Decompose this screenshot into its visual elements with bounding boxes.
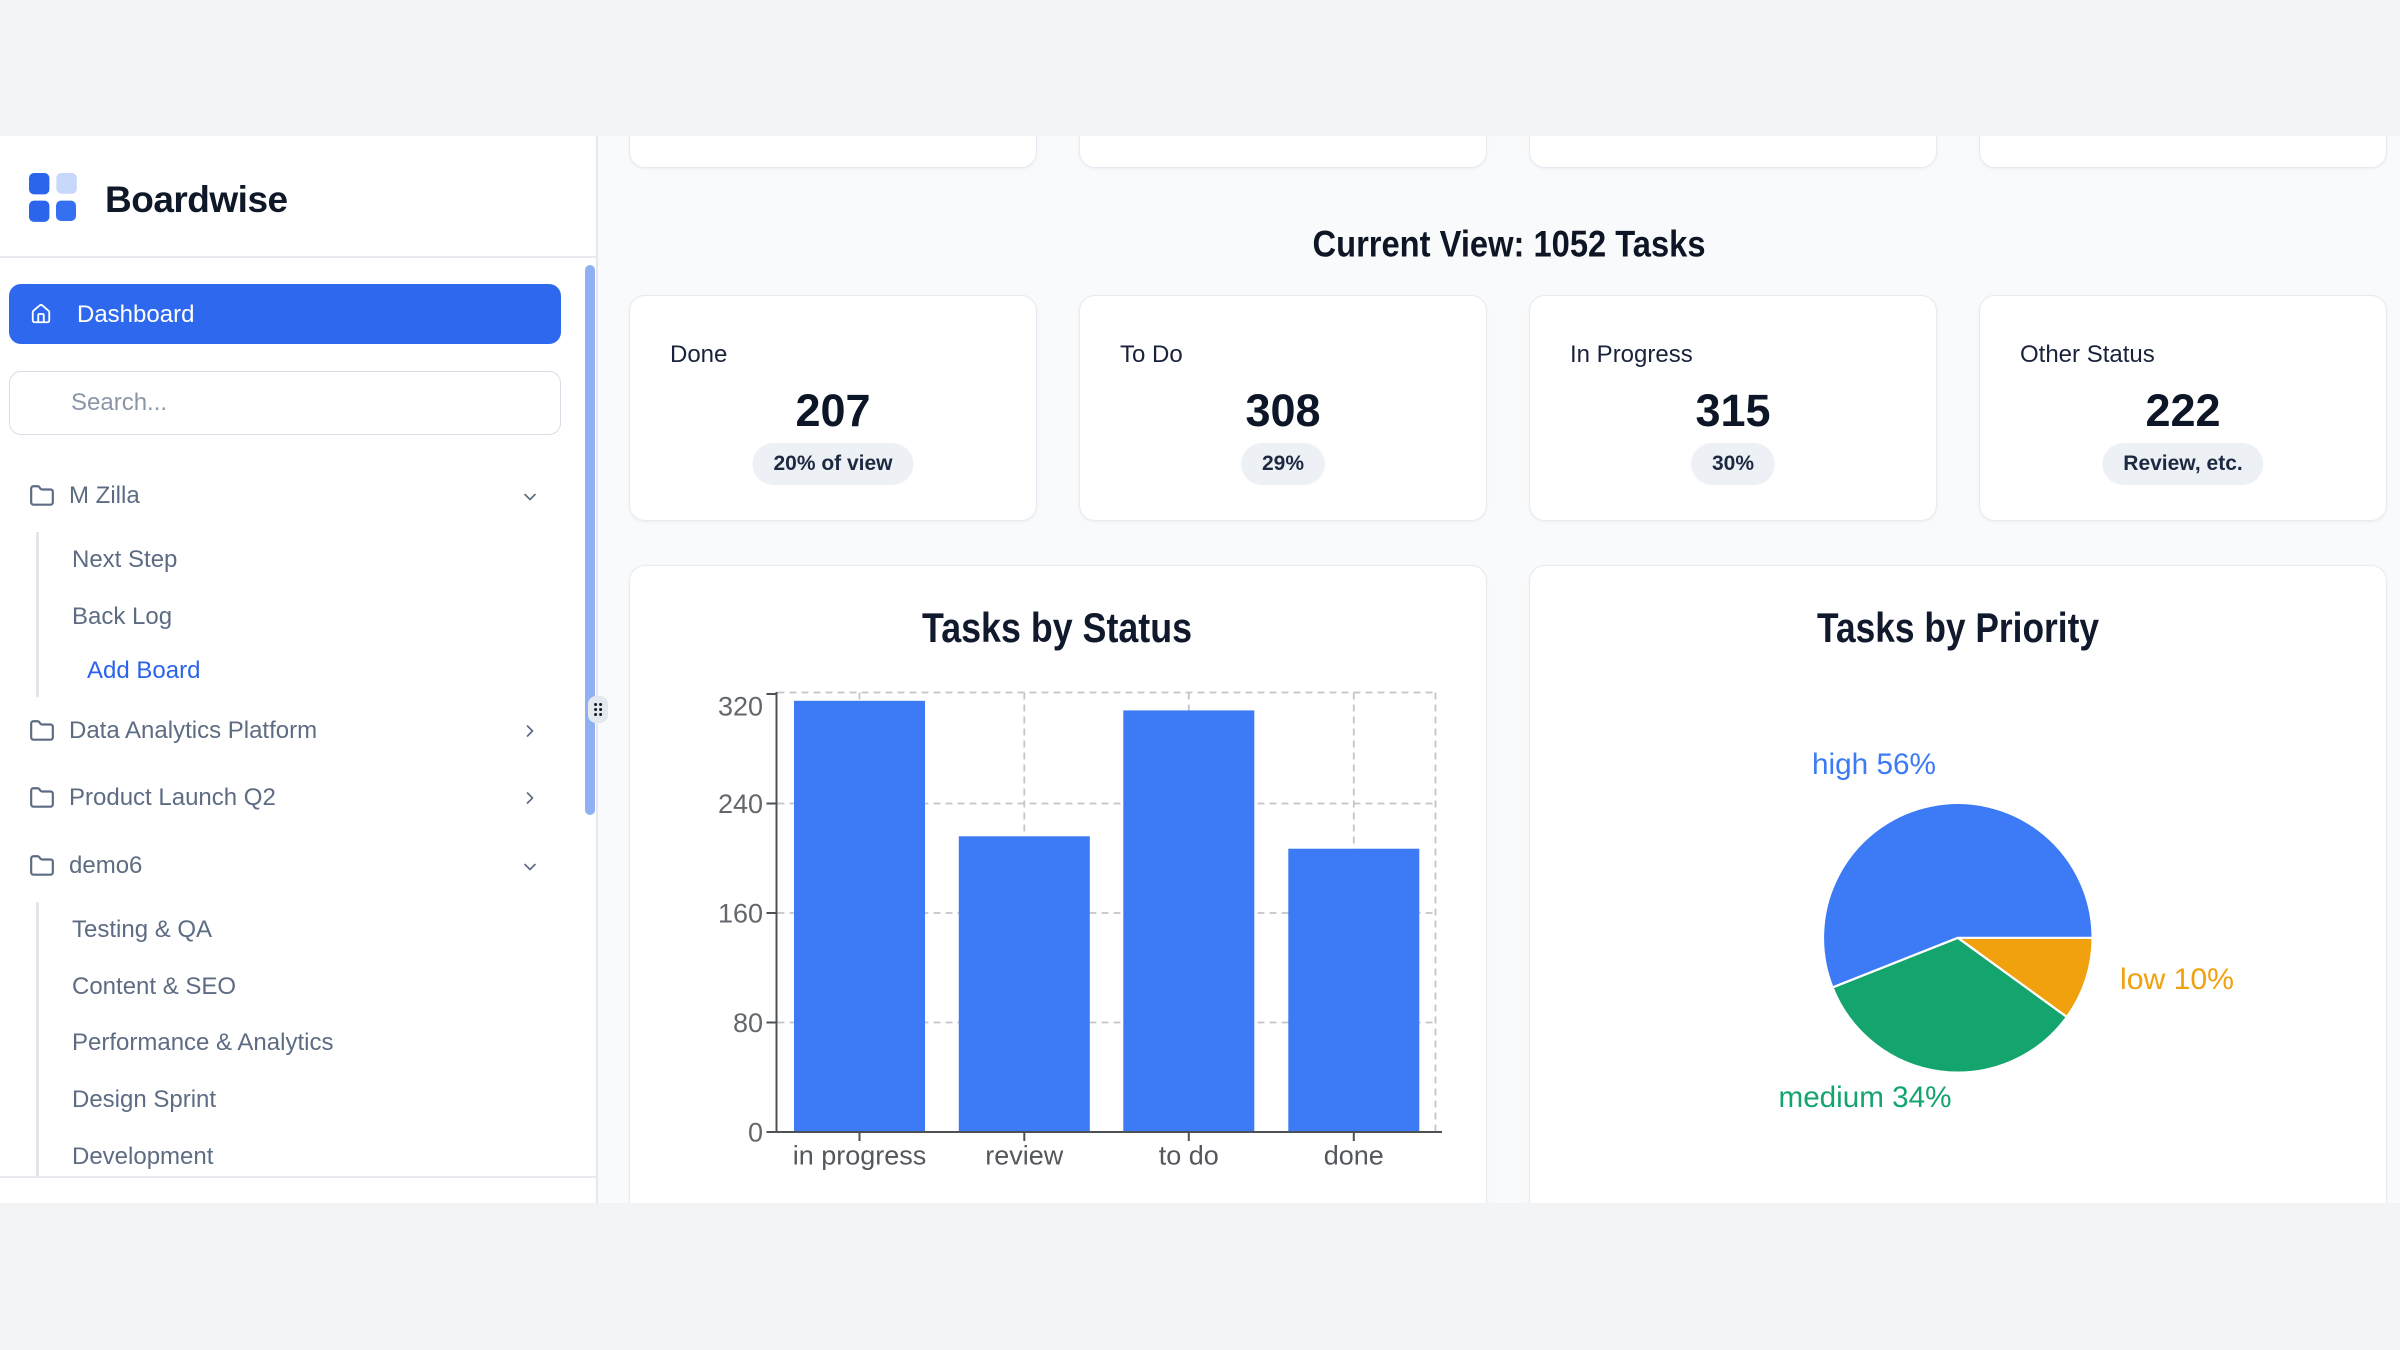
svg-text:in progress: in progress [793, 1141, 927, 1171]
svg-text:done: done [1324, 1141, 1384, 1171]
svg-text:320: 320 [718, 692, 763, 722]
svg-text:low 10%: low 10% [2120, 963, 2234, 996]
svg-text:Tasks by Priority: Tasks by Priority [1817, 604, 2100, 651]
svg-text:240: 240 [718, 789, 763, 819]
svg-text:Current View: 1052 Tasks: Current View: 1052 Tasks [1313, 224, 1706, 265]
svg-text:review: review [985, 1141, 1064, 1171]
svg-text:80: 80 [733, 1008, 763, 1038]
svg-text:Tasks by Status: Tasks by Status [922, 604, 1192, 651]
svg-text:medium 34%: medium 34% [1779, 1081, 1952, 1114]
svg-text:to do: to do [1159, 1141, 1219, 1171]
svg-text:0: 0 [748, 1118, 763, 1148]
svg-text:160: 160 [718, 899, 763, 929]
svg-text:high 56%: high 56% [1812, 748, 1936, 781]
